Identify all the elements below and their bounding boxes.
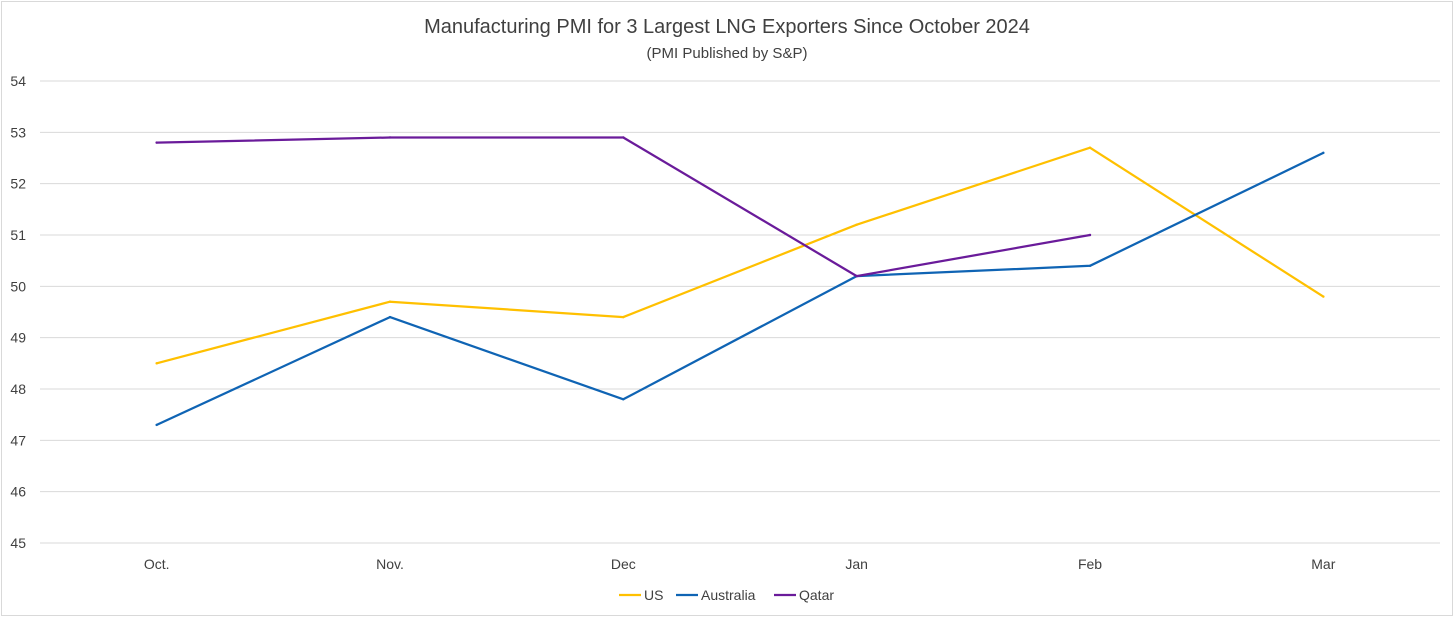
- y-tick-label: 45: [10, 535, 26, 551]
- legend-label: Qatar: [799, 587, 834, 603]
- data-point: [155, 141, 158, 144]
- data-point: [622, 315, 625, 319]
- y-tick-label: 53: [10, 124, 26, 140]
- data-point: [388, 315, 392, 319]
- x-tick-label: Feb: [1078, 556, 1102, 572]
- data-point: [622, 398, 625, 401]
- chart-subtitle: (PMI Published by S&P): [647, 45, 808, 62]
- x-axis-ticks: Oct. Nov. Dec Jan Feb Mar: [144, 556, 1336, 572]
- legend-label: Australia: [701, 587, 756, 603]
- series-line-us: [155, 146, 1325, 365]
- data-point: [1088, 264, 1092, 267]
- data-point: [1322, 295, 1325, 298]
- y-tick-label: 46: [10, 484, 26, 500]
- x-tick-label: Dec: [611, 556, 636, 572]
- series-line-australia: [155, 151, 1325, 427]
- y-tick-label: 49: [10, 330, 26, 346]
- series-line-qatar: [155, 136, 1092, 278]
- y-tick-label: 51: [10, 227, 26, 243]
- x-tick-label: Nov.: [376, 556, 404, 572]
- y-tick-label: 54: [10, 73, 26, 89]
- y-tick-label: 47: [10, 432, 26, 448]
- legend-label: US: [644, 587, 663, 603]
- data-point: [1322, 151, 1325, 155]
- x-tick-label: Jan: [845, 556, 868, 572]
- data-point: [155, 362, 158, 365]
- legend: US Australia Qatar: [619, 587, 834, 603]
- data-point: [1088, 233, 1092, 237]
- data-point: [855, 274, 858, 278]
- data-point: [1088, 146, 1092, 149]
- x-tick-label: Mar: [1311, 556, 1335, 572]
- y-axis-ticks: 45 46 47 48 49 50 51 52 53 54: [10, 73, 26, 551]
- series-lines: [155, 136, 1325, 427]
- data-point: [388, 300, 392, 303]
- y-tick-label: 52: [10, 176, 26, 192]
- y-tick-label: 50: [10, 278, 26, 294]
- x-tick-label: Oct.: [144, 556, 170, 572]
- data-point: [622, 136, 625, 139]
- data-point: [388, 136, 392, 139]
- gridlines: [40, 80, 1440, 544]
- data-point: [855, 223, 858, 226]
- chart-title: Manufacturing PMI for 3 Largest LNG Expo…: [424, 16, 1030, 38]
- data-point: [155, 423, 158, 427]
- y-tick-label: 48: [10, 381, 26, 397]
